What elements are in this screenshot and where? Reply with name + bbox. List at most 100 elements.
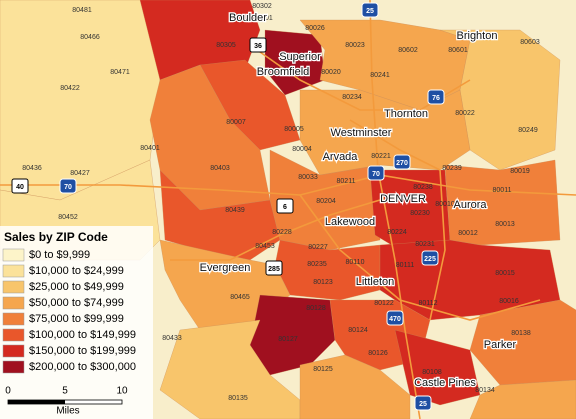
zip-label: 80134 [475, 387, 495, 394]
zip-label: 80466 [80, 34, 100, 41]
legend-label: $0 to $9,999 [29, 249, 90, 261]
zip-label: 80108 [422, 369, 442, 376]
zip-label: 80015 [495, 270, 515, 277]
zip-label: 80020 [321, 69, 341, 76]
zip-label: 80128 [306, 305, 326, 312]
zip-label: 80241 [370, 72, 390, 79]
highway-label: 285 [268, 266, 280, 273]
zip-label: 80227 [308, 244, 328, 251]
highway-shield [361, 2, 379, 18]
highway-shield [393, 154, 411, 170]
zip-label: 80471 [110, 69, 130, 76]
city-label: Westminster [331, 127, 392, 139]
zip-label: 80013 [495, 221, 515, 228]
zip-label: 80010 [435, 201, 455, 208]
legend-label: $10,000 to $24,999 [29, 265, 124, 277]
scale-tick-label: 5 [62, 386, 68, 397]
city-label: Evergreen [200, 262, 251, 274]
legend-swatch [2, 264, 25, 278]
zip-label: 80235 [307, 261, 327, 268]
zip-region [264, 29, 326, 96]
zip-label: 80231 [415, 241, 435, 248]
road [170, 199, 381, 261]
zip-label: 80004 [292, 146, 312, 153]
legend-swatch [2, 280, 25, 294]
highway-label: 36 [254, 43, 262, 50]
legend-label: $75,000 to $99,999 [29, 313, 124, 325]
city-label: Brighton [457, 30, 498, 42]
zip-region [394, 329, 481, 406]
zip-label: 80481 [72, 7, 92, 14]
zip-label: 80302 [252, 3, 272, 10]
zip-label: 80602 [398, 47, 418, 54]
legend-label: $100,000 to $149,999 [29, 329, 136, 341]
scale-tick-label: 0 [5, 386, 11, 397]
zip-label: 80111 [396, 262, 415, 269]
zip-region [299, 89, 471, 176]
zip-region [469, 379, 576, 419]
zip-label: 80422 [60, 85, 80, 92]
highway-shield [59, 178, 77, 194]
scale-tick-label: 10 [116, 386, 128, 397]
zip-label: 80436 [22, 165, 42, 172]
zip-label: 80005 [284, 126, 304, 133]
zip-region [269, 149, 381, 251]
legend-title: Sales by ZIP Code [4, 230, 108, 244]
highway-shield [276, 198, 294, 214]
zip-label: 80403 [210, 165, 230, 172]
legend-swatch [2, 248, 25, 262]
zip-label: 80427 [70, 170, 90, 177]
zip-label: 80204 [316, 198, 336, 205]
zip-label: 80138 [511, 330, 531, 337]
zip-label: 80016 [499, 298, 519, 305]
zip-label: 80125 [313, 366, 333, 373]
legend: Sales by ZIP Code $0 to $9,999 $10,000 to… [0, 226, 153, 386]
scale-segment [8, 400, 65, 404]
legend-label: $25,000 to $49,999 [29, 281, 124, 293]
highway-label: 6 [283, 204, 287, 211]
highway-label: 70 [372, 171, 380, 178]
highway-label: 225 [424, 256, 436, 263]
road [349, 119, 441, 171]
zip-label: 80221 [371, 153, 391, 160]
zip-region [299, 354, 411, 419]
city-label: Parker [484, 339, 517, 351]
highway-label: 25 [366, 8, 374, 15]
zip-label: 80228 [272, 229, 292, 236]
city-label: Castle Pines [414, 377, 476, 389]
zip-label: 80033 [298, 174, 318, 181]
zip-label: 80112 [419, 300, 438, 307]
highway-shield [249, 37, 267, 53]
zip-label: 80453 [255, 243, 275, 250]
scale-unit: Miles [56, 406, 79, 417]
zip-label: 80603 [520, 39, 540, 46]
zip-label: 80026 [305, 25, 325, 32]
zip-label: 80011 [493, 187, 512, 194]
city-label: Littleton [356, 276, 395, 288]
highway-shield [386, 310, 404, 326]
zip-label: 80224 [387, 229, 407, 236]
zip-label: 80465 [230, 294, 250, 301]
zip-label: 80439 [225, 207, 245, 214]
zip-label: 80301 [253, 15, 273, 22]
highway-label: 40 [16, 184, 24, 191]
zip-label: 80234 [342, 94, 362, 101]
city-label: Arvada [323, 151, 359, 163]
highway-shield [427, 89, 445, 105]
city-label: Broomfield [257, 66, 310, 78]
legend-swatch [2, 328, 25, 342]
zip-label: 80127 [278, 336, 298, 343]
highway-shield [367, 165, 385, 181]
city-label: Superior [279, 51, 321, 63]
zip-label: 80123 [313, 279, 333, 286]
highway-shield [414, 395, 432, 411]
highway-shield [11, 178, 29, 194]
road [369, 0, 421, 419]
legend-label: $150,000 to $199,999 [29, 345, 136, 357]
zip-label: 80135 [228, 395, 248, 402]
zip-label: 80012 [458, 230, 478, 237]
zip-label: 80433 [162, 335, 182, 342]
map-labels: 80481 80302 80301 80466 80026 80023 80602 80601… [11, 2, 540, 411]
zip-label: 80230 [410, 210, 430, 217]
